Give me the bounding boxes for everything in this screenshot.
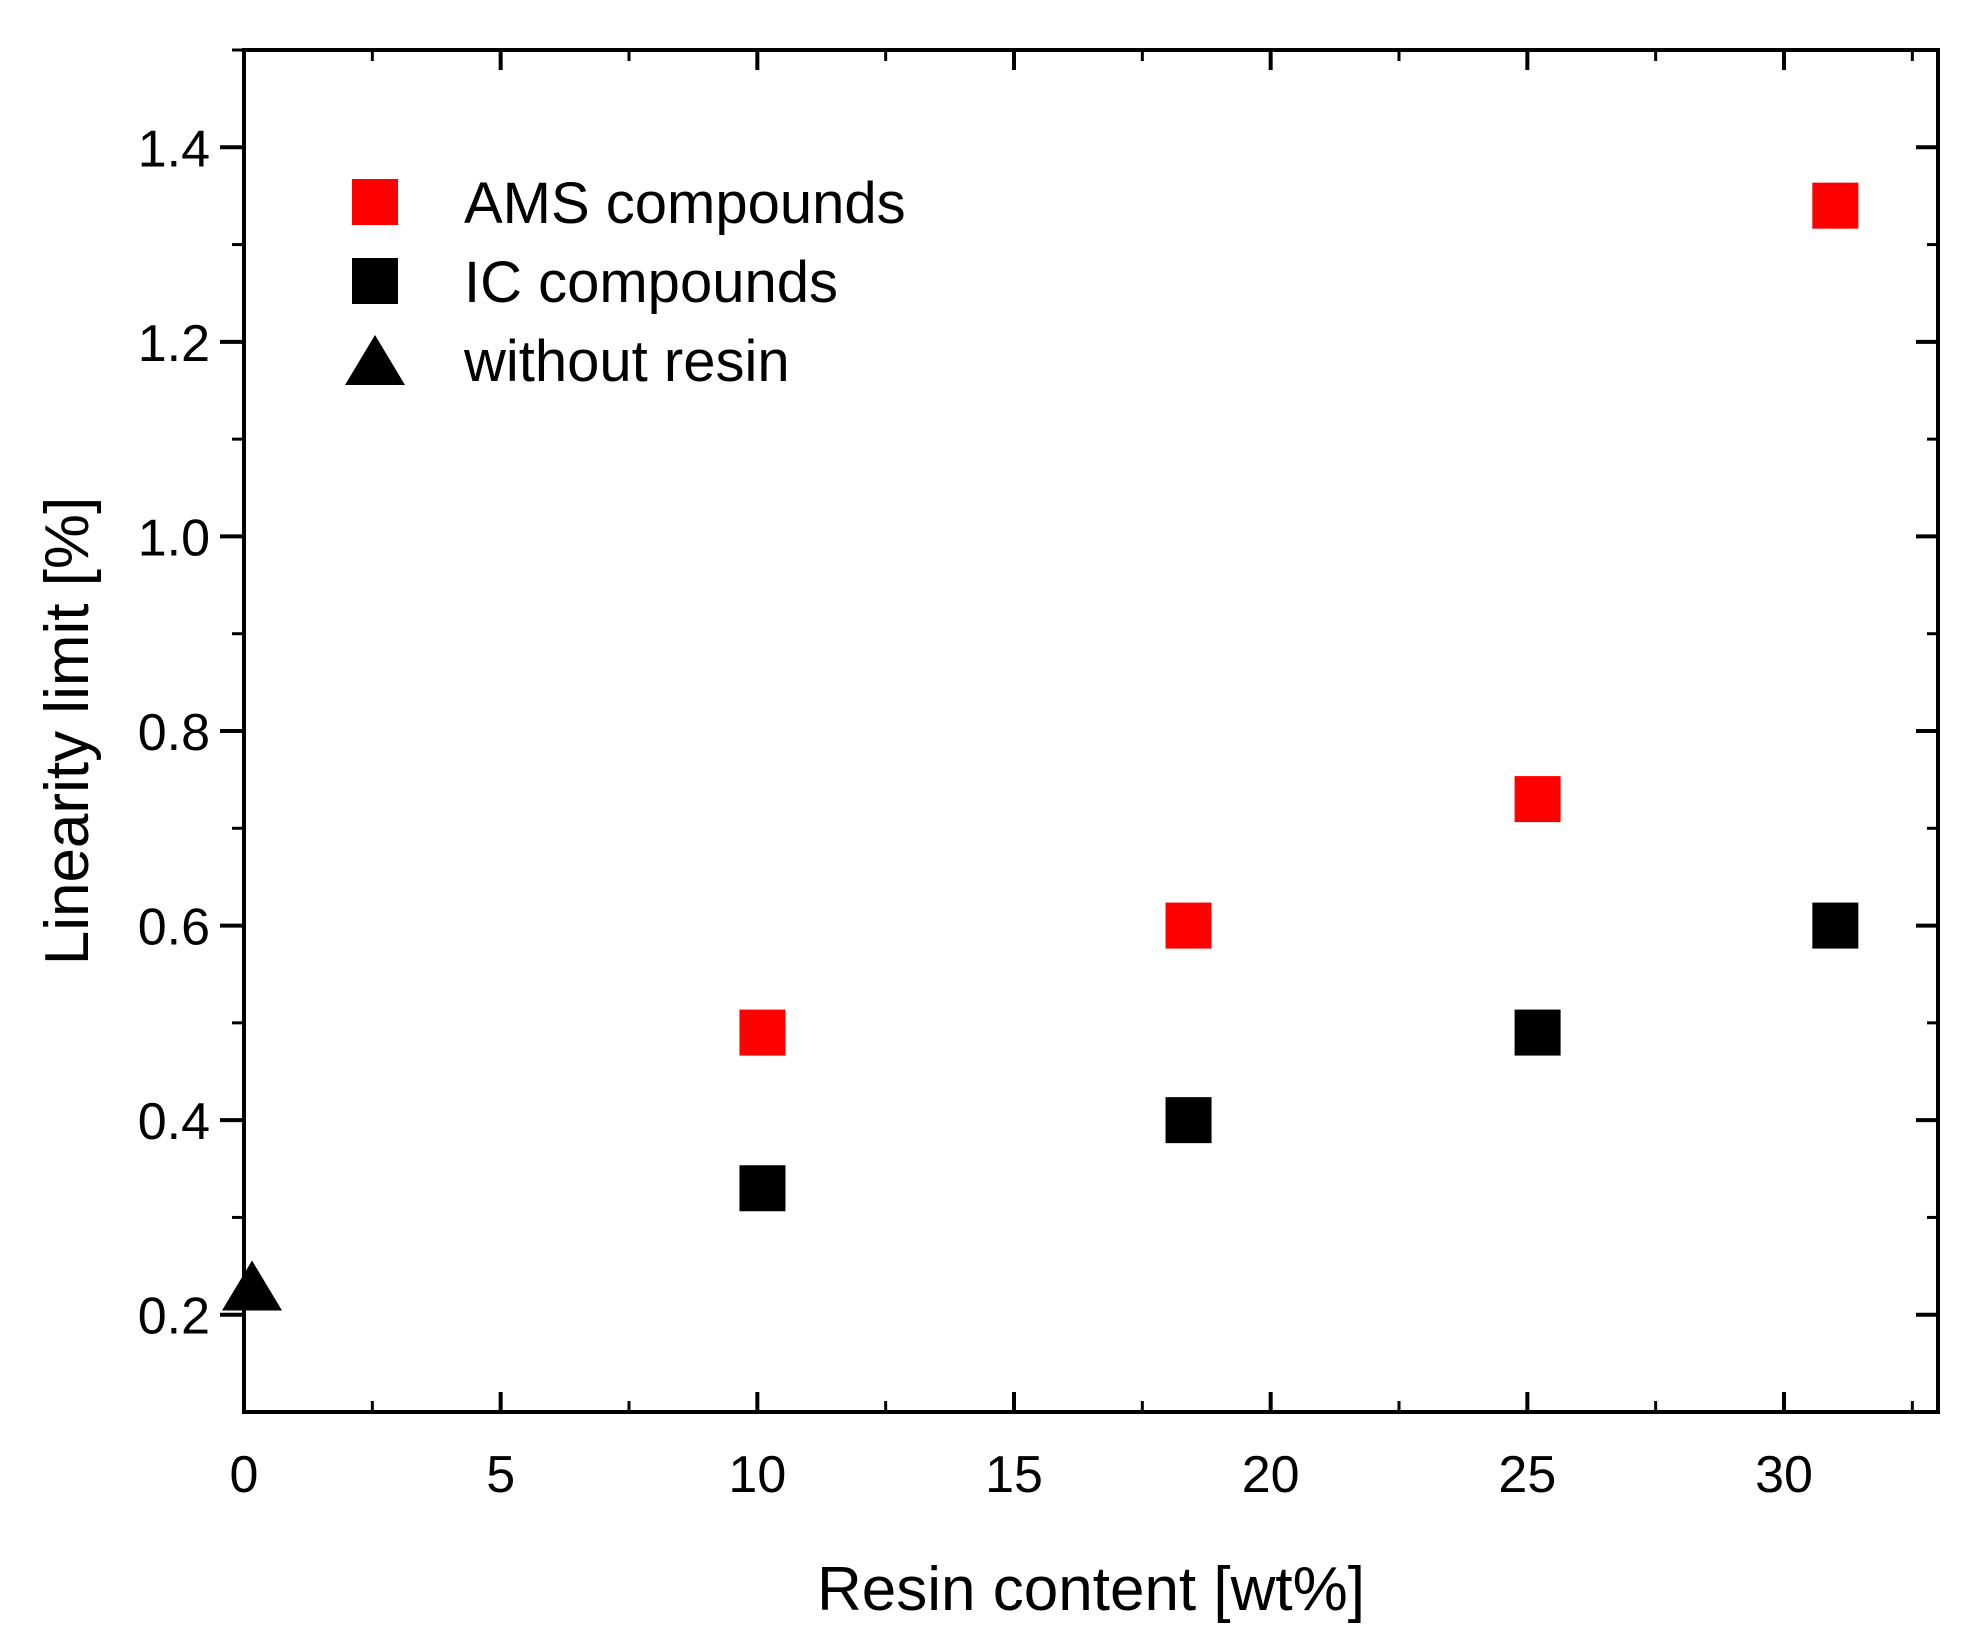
legend-label-ic-compounds: IC compounds xyxy=(464,250,838,315)
y-tick-label: 1.2 xyxy=(138,315,210,373)
ams-compounds-point xyxy=(1514,776,1561,823)
x-tick-label: 0 xyxy=(230,1446,259,1504)
data-points xyxy=(222,182,1859,1311)
y-axis-ticks: 0.2 0.4 0.6 0.8 1.0 1.2 1.4 xyxy=(138,48,1938,1346)
x-tick-label: 15 xyxy=(985,1446,1043,1504)
x-tick-label: 30 xyxy=(1755,1446,1813,1504)
legend-marker-ams-compounds xyxy=(352,179,398,225)
ams-compounds-point xyxy=(1165,902,1212,949)
legend-label-ams-compounds: AMS compounds xyxy=(464,171,906,236)
ic-compounds-point xyxy=(1514,1009,1561,1056)
x-axis-label: Resin content [wt%] xyxy=(817,1555,1365,1624)
legend-marker-without-resin xyxy=(345,335,405,385)
ams-compounds-point xyxy=(739,1009,786,1056)
y-tick-label: 0.2 xyxy=(138,1288,210,1346)
x-tick-label: 25 xyxy=(1498,1446,1556,1504)
ic-compounds-point xyxy=(739,1165,786,1212)
y-tick-label: 1.4 xyxy=(138,120,210,178)
y-tick-label: 0.8 xyxy=(138,704,210,762)
x-axis-ticks: 0 5 10 15 20 25 30 xyxy=(230,50,1914,1504)
x-tick-label: 20 xyxy=(1242,1446,1300,1504)
ams-compounds-point xyxy=(1812,182,1859,229)
y-tick-label: 0.4 xyxy=(138,1093,210,1151)
y-axis-label: Linearity limit [%] xyxy=(33,497,102,966)
legend-marker-ic-compounds xyxy=(352,258,398,304)
ic-compounds-point xyxy=(1812,902,1859,949)
y-tick-label: 0.6 xyxy=(138,899,210,957)
without-resin-point xyxy=(222,1260,282,1311)
y-tick-label: 1.0 xyxy=(138,509,210,567)
x-tick-label: 5 xyxy=(486,1446,515,1504)
x-tick-label: 10 xyxy=(728,1446,786,1504)
legend-label-without-resin: without resin xyxy=(463,329,790,394)
legend: AMS compounds IC compounds without resin xyxy=(345,171,906,394)
ic-compounds-point xyxy=(1165,1097,1212,1144)
